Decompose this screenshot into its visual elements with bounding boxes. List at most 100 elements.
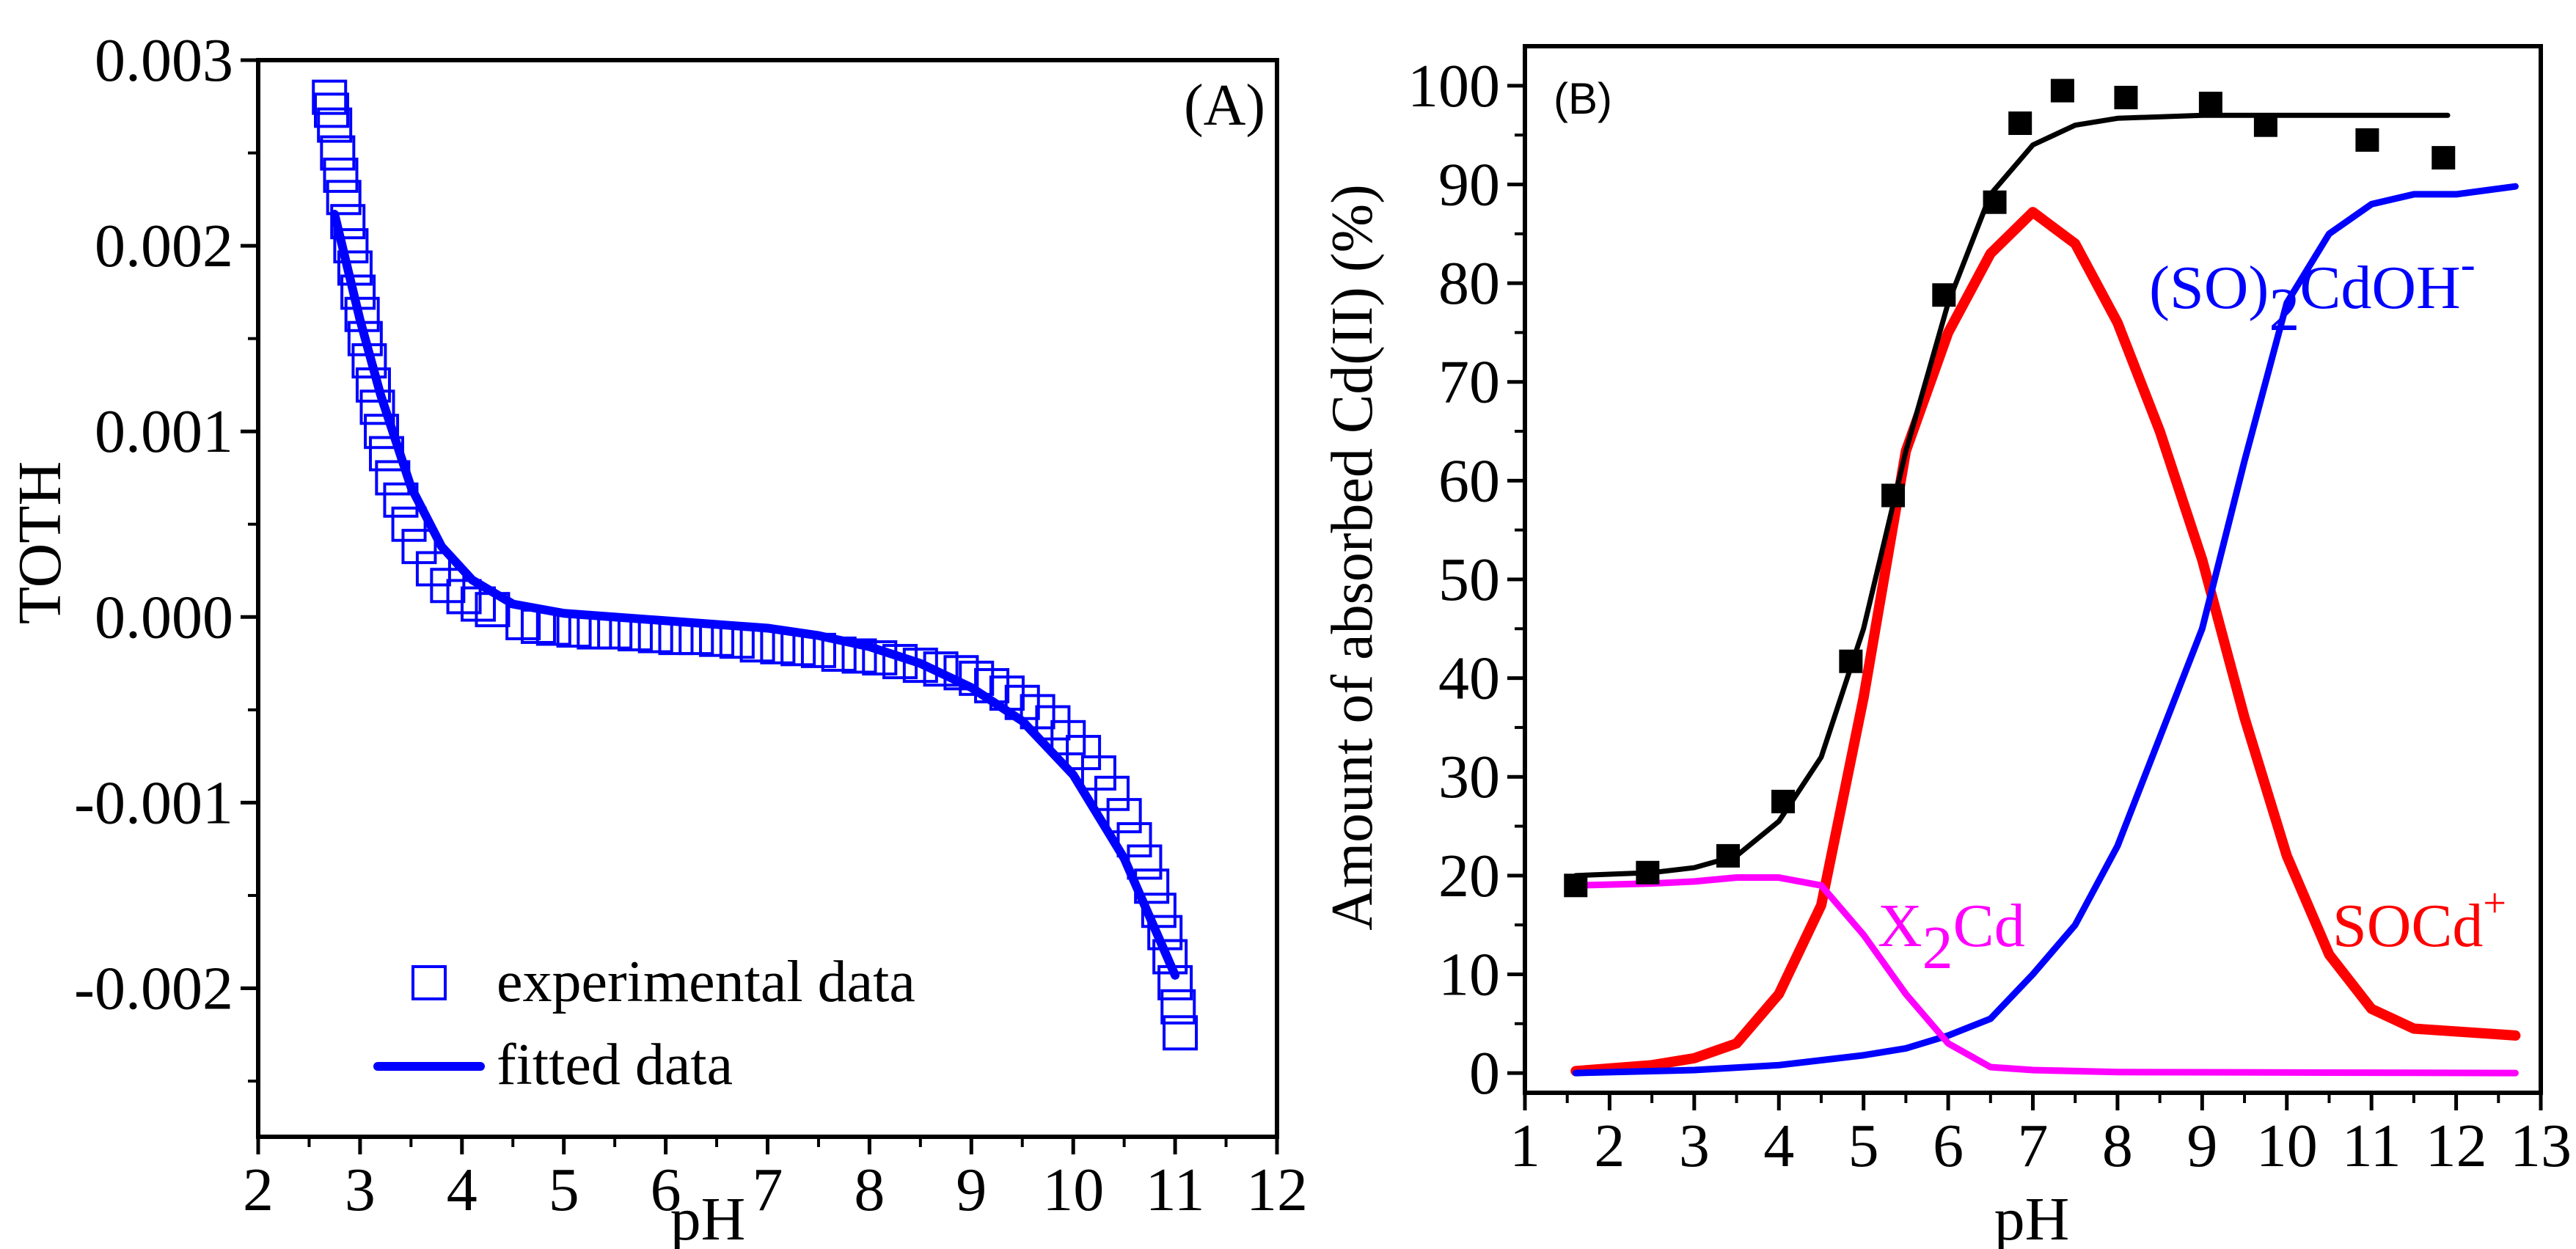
data-point-experimental-data — [330, 204, 366, 240]
data-point-experimental — [2114, 86, 2138, 110]
data-point-experimental — [1881, 483, 1906, 508]
legend-label-fitted: fitted data — [497, 1033, 733, 1097]
data-point-experimental-data — [902, 648, 938, 684]
data-point-experimental-data — [320, 135, 356, 171]
x-tick-label: 4 — [1763, 1112, 1794, 1180]
legend-square-marker — [411, 965, 447, 1000]
data-point-experimental — [1716, 843, 1740, 868]
data-point-experimental-data — [323, 157, 359, 193]
panel-b-marks — [1564, 78, 2521, 1077]
x-tick-label: 10 — [2256, 1112, 2318, 1180]
data-point-experimental-data — [1163, 1015, 1199, 1051]
panel-b-x-axis-label: pH — [1994, 1185, 2070, 1249]
panel-a-toth-chart: 2 3 4 5 6 7 8 9 10 11 12 -0.002 -0.001 0.000 0.001 0.00… — [6, 26, 1308, 1249]
data-point-experimental — [1983, 190, 2007, 214]
y-tick-label: 60 — [1438, 447, 1500, 515]
x-tick-label: 4 — [447, 1156, 477, 1224]
panel-b-label: (B) — [1554, 74, 1612, 123]
x-tick-label: 13 — [2510, 1112, 2572, 1180]
panel-a-marks — [312, 79, 1199, 1051]
series-line--so-2cdoh — [1572, 183, 2519, 1077]
y-tick-label: 0.000 — [95, 583, 233, 651]
panel-a-legend: experimental data fitted data — [373, 950, 915, 1097]
x-tick-label: 7 — [2018, 1112, 2049, 1180]
y-tick-label: 70 — [1438, 348, 1500, 417]
x-tick-label: 8 — [2102, 1112, 2133, 1180]
data-point-experimental-data — [333, 228, 369, 264]
panel-a-x-axis-label: pH — [670, 1185, 746, 1249]
y-tick-label: 20 — [1438, 842, 1500, 910]
data-point-experimental-data — [1080, 755, 1116, 791]
data-point-experimental-data — [326, 180, 362, 216]
panel-b-y-axis-label: Amount of absorbed Cd(II) (%) — [1320, 184, 1385, 931]
legend-label-experimental: experimental data — [497, 950, 915, 1014]
data-point-experimental — [1839, 649, 1863, 673]
x-tick-label: 3 — [1679, 1112, 1710, 1180]
data-point-experimental — [1932, 283, 1956, 307]
data-point-experimental-data — [1116, 822, 1152, 858]
x-tick-label: 9 — [2187, 1112, 2217, 1180]
y-tick-label: 30 — [1438, 743, 1500, 811]
data-point-experimental-data — [317, 107, 353, 143]
data-point-experimental-data — [446, 579, 482, 615]
y-tick-label: -0.001 — [74, 769, 233, 837]
data-point-experimental-data — [312, 79, 348, 115]
x-tick-label: 5 — [549, 1156, 579, 1224]
data-point-experimental — [2253, 113, 2277, 137]
y-tick-label: 50 — [1438, 546, 1500, 614]
x-tick-label: 12 — [1246, 1156, 1308, 1224]
x-tick-label: 8 — [854, 1156, 885, 1224]
data-point-experimental-data — [364, 414, 400, 450]
panel-b-cd-adsorption-chart: 1 2 3 4 5 6 7 8 9 10 11 12 130102030405060708090100 … — [1320, 44, 2572, 1249]
data-point-experimental-data — [1160, 989, 1196, 1025]
data-point-experimental — [2008, 111, 2032, 136]
label-x2cd: X2Cd — [1878, 892, 2025, 982]
panel-a-label: (A) — [1184, 73, 1265, 138]
x-tick-label: 6 — [651, 1156, 681, 1224]
x-tick-label: 6 — [1933, 1112, 1964, 1180]
data-point-experimental-data — [841, 638, 877, 674]
data-point-experimental — [2050, 78, 2074, 103]
y-tick-label: 10 — [1438, 940, 1500, 1008]
data-point-experimental — [1771, 789, 1796, 813]
data-point-experimental-data — [401, 529, 437, 565]
series-line-total-fit — [1573, 112, 2451, 879]
y-tick-label: 0.002 — [95, 212, 233, 280]
x-tick-label: 10 — [1042, 1156, 1104, 1224]
label-socd: SOCd+ — [2332, 881, 2506, 960]
y-tick-label: 40 — [1438, 645, 1500, 713]
data-point-experimental — [1564, 873, 1588, 898]
data-point-experimental-data — [1106, 798, 1142, 834]
x-tick-label: 3 — [345, 1156, 376, 1224]
data-point-experimental — [2432, 146, 2456, 170]
data-point-experimental — [2198, 92, 2222, 116]
x-tick-label: 1 — [1510, 1112, 1540, 1180]
panel-a-axes: 2 3 4 5 6 7 8 9 10 11 12 -0.002 -0.001 0.000 0.001 0.00… — [74, 26, 1308, 1224]
x-tick-label: 7 — [753, 1156, 783, 1224]
x-tick-label: 9 — [956, 1156, 987, 1224]
y-tick-label: 0 — [1469, 1039, 1500, 1107]
y-tick-label: 0.001 — [95, 398, 233, 466]
x-tick-label: 11 — [1146, 1156, 1205, 1224]
x-tick-label: 2 — [243, 1156, 274, 1224]
x-tick-label: 11 — [2342, 1112, 2401, 1180]
y-tick-label: 0.003 — [95, 26, 233, 95]
x-tick-label: 12 — [2426, 1112, 2487, 1180]
panel-a-y-axis-label: TOTH — [6, 461, 74, 624]
x-tick-label: 2 — [1594, 1112, 1625, 1180]
y-tick-label: 90 — [1438, 150, 1500, 219]
y-tick-label: 80 — [1438, 249, 1500, 318]
y-tick-label: -0.002 — [74, 955, 233, 1023]
series-line-fitted-data — [330, 210, 1180, 980]
label-so2cdoh: (SO)2CdOH- — [2149, 240, 2476, 344]
data-point-experimental-data — [1094, 775, 1130, 811]
series-line-socd — [1570, 207, 2521, 1077]
x-tick-label: 5 — [1848, 1112, 1879, 1180]
data-point-experimental — [1636, 860, 1660, 884]
data-point-experimental-data — [391, 506, 427, 542]
y-tick-label: 100 — [1408, 52, 1500, 120]
data-point-experimental — [2355, 128, 2379, 152]
